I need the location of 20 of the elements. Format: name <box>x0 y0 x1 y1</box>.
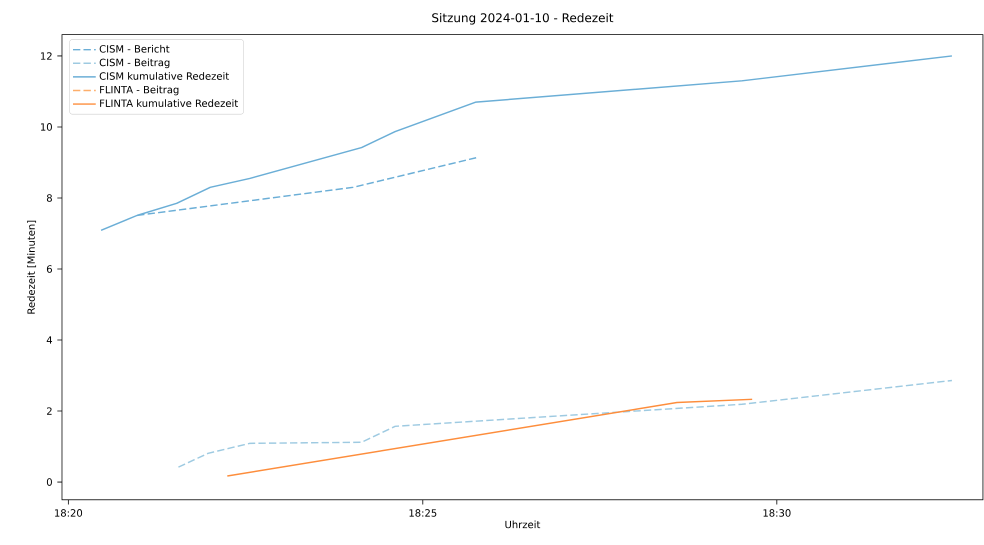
y-tick-label: 12 <box>41 52 52 60</box>
chart-title: Sitzung 2024-01-10 - Redezeit <box>432 12 614 25</box>
y-tick-label: 4 <box>46 336 52 344</box>
legend-label: CISM - Beitrag <box>100 58 170 68</box>
legend-label: FLINTA kumulative Redezeit <box>100 99 238 107</box>
y-tick-label: 8 <box>46 194 52 202</box>
legend-label: CISM - Bericht <box>100 44 170 53</box>
y-tick-label: 0 <box>46 478 52 486</box>
x-tick-label: 18:25 <box>410 509 436 517</box>
x-tick-label: 18:30 <box>764 509 791 517</box>
y-tick-label: 6 <box>46 265 52 273</box>
line-series <box>178 380 953 468</box>
x-axis-title: Uhrzeit <box>505 520 540 528</box>
x-tick-label: 18:20 <box>55 509 82 517</box>
y-tick-label: 2 <box>46 407 52 415</box>
legend-label: CISM kumulative Redezeit <box>100 72 229 80</box>
line-series <box>100 55 953 231</box>
y-axis-title: Redezeit [Minuten] <box>27 220 36 314</box>
y-tick-label: 10 <box>41 123 52 131</box>
legend-label: FLINTA - Beitrag <box>100 86 178 96</box>
